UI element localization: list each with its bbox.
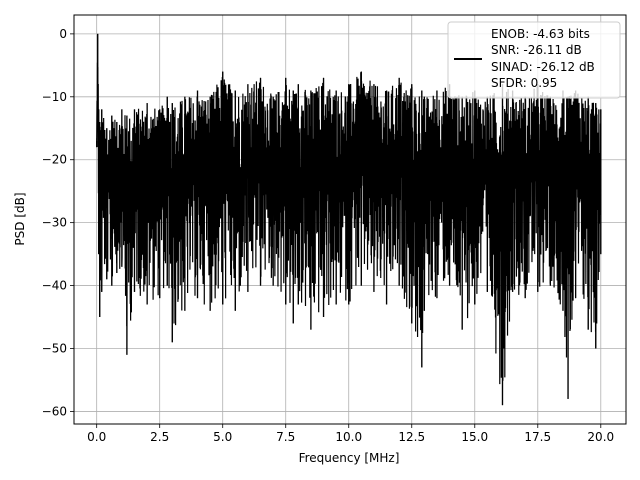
- x-tick-label: 20.0: [587, 430, 614, 444]
- y-axis-label: PSD [dB]: [13, 192, 27, 245]
- x-tick-label: 2.5: [150, 430, 169, 444]
- y-tick-label: −50: [42, 341, 67, 355]
- y-tick-label: −10: [42, 90, 67, 104]
- y-tick-label: −60: [42, 404, 67, 418]
- x-tick-label: 0.0: [87, 430, 106, 444]
- y-tick-label: −30: [42, 216, 67, 230]
- x-tick-label: 7.5: [276, 430, 295, 444]
- legend-box: [447, 21, 621, 99]
- x-tick-label: 12.5: [398, 430, 425, 444]
- x-axis-label: Frequency [MHz]: [299, 451, 400, 465]
- legend-sinad: SINAD: -26.12 dB: [491, 60, 595, 74]
- y-tick-label: −40: [42, 279, 67, 293]
- psd-line: [96, 33, 602, 406]
- legend: ENOB: -4.63 bits SNR: -26.11 dB SINAD: -…: [447, 21, 621, 99]
- y-tick-label: −20: [42, 153, 67, 167]
- y-tick-label: 0: [59, 27, 67, 41]
- x-tick-label: 15.0: [461, 430, 488, 444]
- legend-snr: SNR: -26.11 dB: [491, 43, 582, 57]
- plot-frame: [73, 14, 627, 425]
- x-tick-label: 17.5: [524, 430, 551, 444]
- legend-sfdr: SFDR: 0.95: [491, 76, 557, 90]
- x-tick-label: 10.0: [335, 430, 362, 444]
- x-axis: 0.0 2.5 5.0 7.5 10.0 12.5 15.0 17.5 20.0: [87, 424, 614, 444]
- psd-series: [96, 33, 602, 406]
- y-axis: 0 −10 −20 −30 −40 −50 −60: [42, 27, 74, 418]
- x-tick-label: 5.0: [213, 430, 232, 444]
- legend-enob: ENOB: -4.63 bits: [491, 27, 590, 41]
